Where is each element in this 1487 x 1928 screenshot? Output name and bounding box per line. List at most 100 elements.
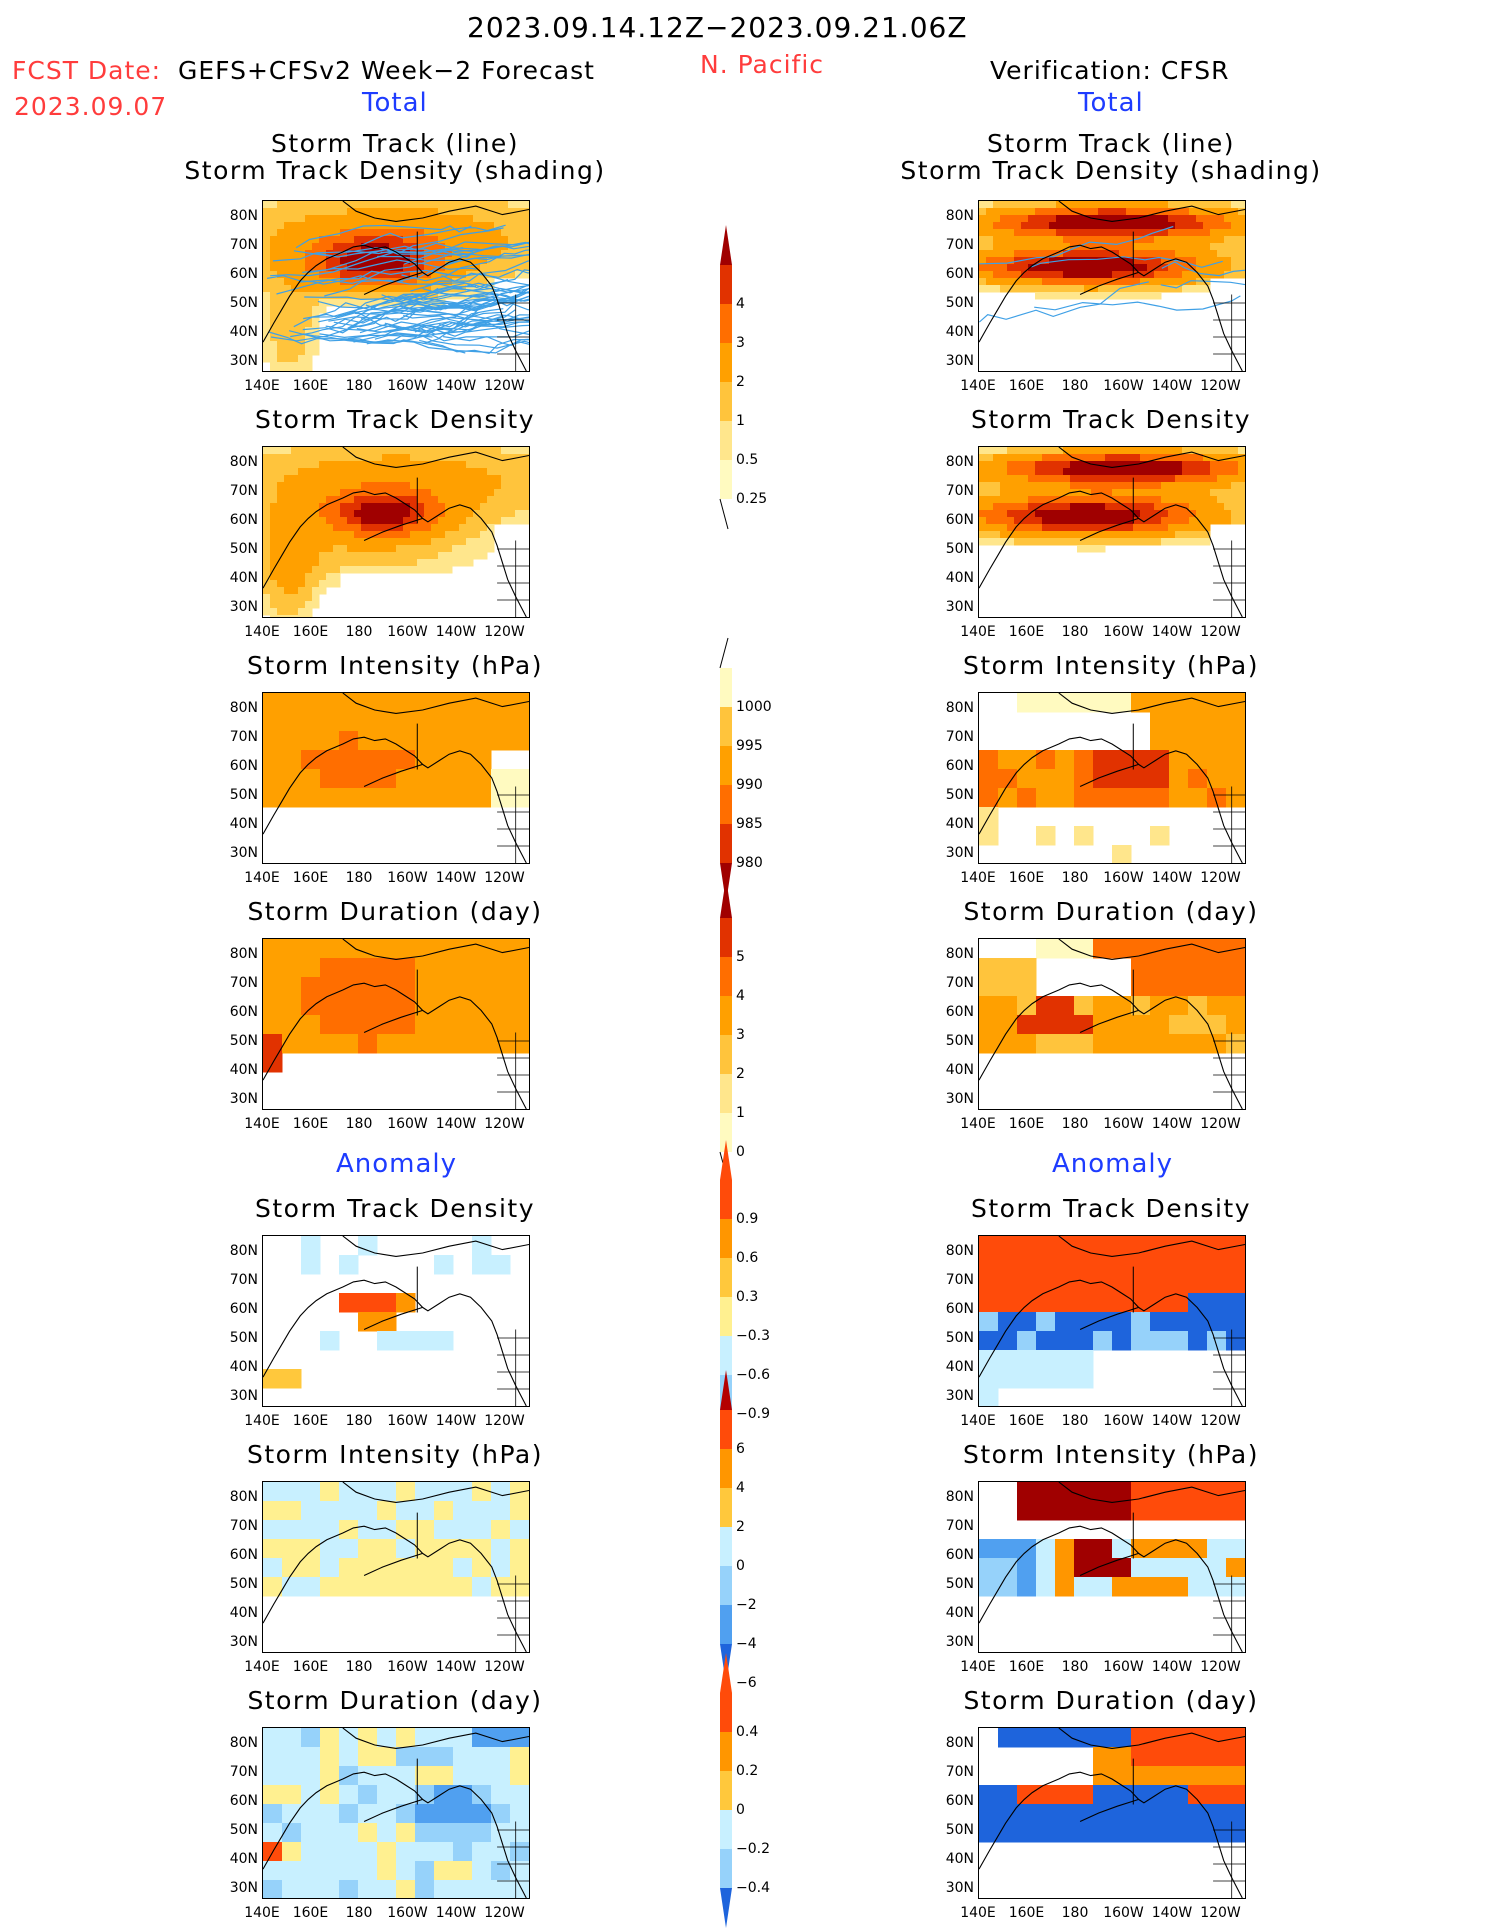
colorbar-segment xyxy=(720,1488,732,1527)
heatmap-cell xyxy=(1098,215,1106,223)
heatmap-cell xyxy=(1210,201,1218,209)
heatmap-cell xyxy=(453,769,473,789)
heatmap-cell xyxy=(270,229,278,237)
heatmap-cell xyxy=(340,454,348,462)
heatmap-cell xyxy=(979,531,987,539)
lon-tick-label: 160E xyxy=(1008,1116,1045,1132)
heatmap-cell xyxy=(339,958,359,978)
heatmap-cell xyxy=(339,1255,359,1275)
heatmap-cell xyxy=(466,531,474,539)
heatmap-cell xyxy=(1105,201,1113,209)
heatmap-cell xyxy=(510,977,529,997)
heatmap-cell xyxy=(986,250,994,258)
heatmap-cell xyxy=(1056,222,1064,230)
heatmap-cell xyxy=(453,1842,473,1862)
heatmap-cell xyxy=(472,1766,492,1786)
heatmap-cell xyxy=(1175,510,1183,518)
heatmap-cell xyxy=(424,461,432,469)
heatmap-cell xyxy=(1140,222,1148,230)
heatmap-cell xyxy=(1021,243,1029,251)
heatmap-cell xyxy=(319,222,327,230)
heatmap-cell xyxy=(1084,215,1092,223)
heatmap-cell xyxy=(298,531,306,539)
heatmap-cell xyxy=(263,580,271,588)
lat-tick-label: 70N xyxy=(229,237,258,253)
heatmap-cell xyxy=(298,489,306,497)
heatmap-cell xyxy=(491,769,511,789)
heatmap-cell xyxy=(431,468,439,476)
heatmap-cell xyxy=(415,958,435,978)
heatmap-cell xyxy=(361,531,369,539)
heatmap-cell xyxy=(472,977,492,997)
heatmap-cell xyxy=(298,285,306,293)
fcst-date-label: FCST Date: xyxy=(12,56,162,85)
heatmap-cell xyxy=(1036,1236,1056,1256)
heatmap-cell xyxy=(277,208,285,216)
heatmap-cell xyxy=(340,482,348,490)
heatmap-cell xyxy=(291,468,299,476)
heatmap-cell xyxy=(270,594,278,602)
heatmap-cell xyxy=(1226,977,1245,997)
panel-title-line: Storm Track Density xyxy=(970,405,1251,434)
heatmap-cell xyxy=(491,1861,511,1881)
storm-track-line xyxy=(381,282,529,302)
heatmap-cell xyxy=(326,496,334,504)
heatmap-cell xyxy=(1077,285,1085,293)
heatmap-cell xyxy=(1055,1350,1075,1370)
heatmap-cell xyxy=(1014,468,1022,476)
heatmap-cell xyxy=(434,1861,454,1881)
heatmap-cell xyxy=(434,996,454,1016)
heatmap-cell xyxy=(1203,215,1211,223)
heatmap-cell xyxy=(1133,271,1141,279)
heatmap-cell xyxy=(375,285,383,293)
lat-tick-label: 70N xyxy=(229,729,258,745)
heatmap-cell xyxy=(339,996,359,1016)
heatmap-cell xyxy=(1028,222,1036,230)
heatmap-cell xyxy=(491,1520,511,1540)
heatmap-cell xyxy=(361,201,369,209)
heatmap-cell xyxy=(361,292,369,300)
heatmap-cell xyxy=(1055,1034,1075,1054)
heatmap-cell xyxy=(515,215,523,223)
heatmap-cell xyxy=(1238,517,1245,525)
heatmap-cell xyxy=(326,531,334,539)
heatmap-cell xyxy=(494,475,502,483)
heatmap-cell xyxy=(377,1728,397,1748)
heatmap-cell xyxy=(277,517,285,525)
heatmap-cell xyxy=(389,496,397,504)
heatmap-cell xyxy=(472,1034,492,1054)
heatmap-cell xyxy=(1035,489,1043,497)
heatmap-cell xyxy=(1014,503,1022,511)
heatmap-cell xyxy=(320,1842,340,1862)
heatmap-cell xyxy=(282,769,302,789)
heatmap-cell xyxy=(410,475,418,483)
heatmap-cell xyxy=(1168,285,1176,293)
lat-tick-label: 40N xyxy=(229,1359,258,1375)
heatmap-cell xyxy=(1119,243,1127,251)
heatmap-cell xyxy=(1074,1034,1094,1054)
heatmap-cell xyxy=(1042,292,1050,300)
heatmap-cell xyxy=(284,573,292,581)
heatmap-cell xyxy=(1231,229,1239,237)
heatmap-cell xyxy=(263,285,271,293)
heatmap-cell xyxy=(410,454,418,462)
heatmap-cell xyxy=(389,461,397,469)
colorbar-tick-label: 2 xyxy=(736,1066,745,1082)
heatmap-cell xyxy=(1055,1577,1075,1597)
heatmap-cell xyxy=(319,236,327,244)
heatmap-cell xyxy=(1035,215,1043,223)
heatmap-cell xyxy=(415,1520,435,1540)
heatmap-cell xyxy=(487,229,495,237)
heatmap-cell xyxy=(1112,538,1120,546)
heatmap-cell xyxy=(1093,769,1113,789)
colorbar-tick-label: −4 xyxy=(736,1636,757,1652)
heatmap-cell xyxy=(993,285,1001,293)
heatmap-cell xyxy=(333,215,341,223)
lat-tick-label: 40N xyxy=(229,570,258,586)
heatmap-cell xyxy=(1119,531,1127,539)
heatmap-cell xyxy=(1091,531,1099,539)
heatmap-cell xyxy=(487,264,495,272)
heatmap-cell xyxy=(445,461,453,469)
heatmap-cell xyxy=(361,566,369,574)
heatmap-cell xyxy=(487,482,495,490)
